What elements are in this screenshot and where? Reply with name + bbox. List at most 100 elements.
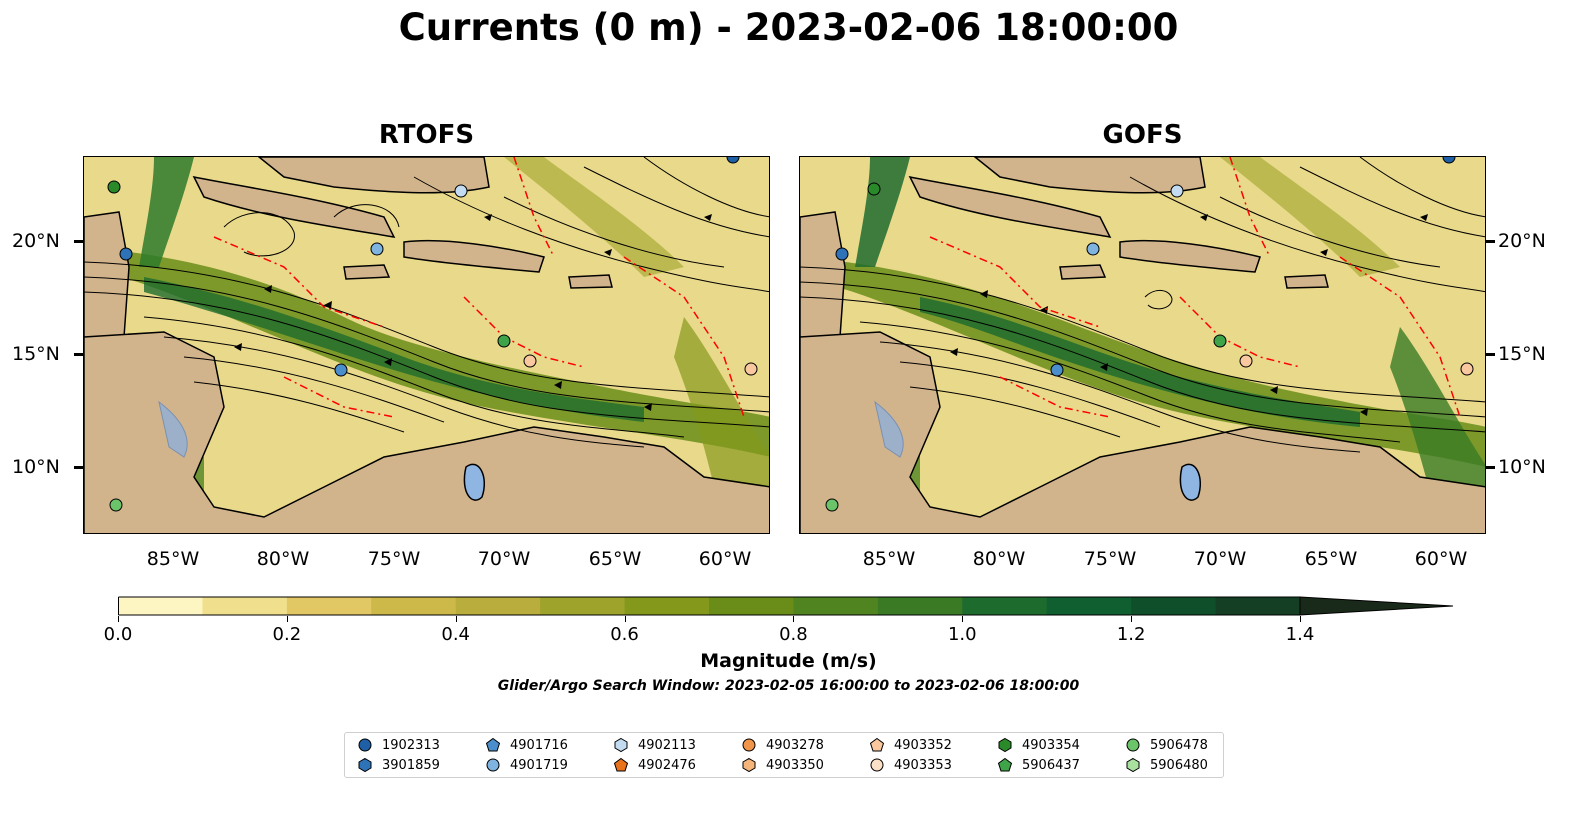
legend-marker-circle-icon <box>358 738 372 752</box>
colorbar-tick-label: 1.0 <box>947 624 977 645</box>
legend-marker-circle-icon <box>1126 738 1140 752</box>
legend-item: 4902476 <box>613 757 696 773</box>
lon-label-75w-left: 75°W <box>367 548 421 570</box>
lat-tick <box>1486 466 1495 469</box>
legend-item: 4903352 <box>869 737 952 753</box>
colorbar-segment <box>877 597 963 615</box>
lat-label-15n-left: 15°N <box>12 343 60 365</box>
legend-item-label: 4901719 <box>510 757 568 773</box>
lon-label-65w-right: 65°W <box>1304 548 1358 570</box>
colorbar-outline <box>118 596 1300 616</box>
legend-item: 4902113 <box>613 737 696 753</box>
legend-marker-pentagon-icon <box>869 737 885 752</box>
colorbar-segment <box>962 597 1048 615</box>
colorbar-tick-label: 1.4 <box>1285 624 1315 645</box>
lat-tick <box>74 240 83 243</box>
colorbar-segment <box>286 597 372 615</box>
colorbar-segment <box>455 597 541 615</box>
colorbar-label: Magnitude (m/s) <box>700 650 877 672</box>
legend-marker-circle-icon <box>742 738 756 752</box>
colorbar-segment <box>371 597 457 615</box>
colorbar-tick <box>624 616 626 622</box>
colorbar-segment <box>1215 597 1301 615</box>
legend-item: 5906437 <box>997 757 1080 773</box>
colorbar-tick-label: 0.8 <box>779 624 808 645</box>
colorbar-gradient <box>118 596 1454 616</box>
legend-item: 4901716 <box>485 737 568 753</box>
map-rtofs[interactable] <box>83 156 770 534</box>
colorbar-tick <box>962 616 964 622</box>
lat-tick <box>1486 353 1495 356</box>
colorbar-segment <box>793 597 879 615</box>
colorbar-segment <box>709 597 794 615</box>
legend-item-label: 3901859 <box>382 757 440 773</box>
colorbar-tick <box>1300 616 1301 622</box>
legend-marker-pentagon-icon <box>997 757 1013 772</box>
colorbar-tick-label: 0.0 <box>103 624 133 645</box>
lon-label-60w-right: 60°W <box>1414 548 1468 570</box>
lon-label-75w-right: 75°W <box>1083 548 1137 570</box>
legend-marker-pentagon-icon <box>485 737 501 752</box>
legend-item-label: 4902476 <box>638 757 696 773</box>
map-gofs[interactable] <box>799 156 1486 534</box>
lat-label-10n-right: 10°N <box>1498 456 1546 478</box>
legend-marker-hexagon-icon <box>614 737 628 753</box>
colorbar-tick <box>455 616 457 622</box>
legend-item: 5906478 <box>1125 737 1208 753</box>
lon-label-85w-left: 85°W <box>146 548 200 570</box>
figure-title: Currents (0 m) - 2023-02-06 18:00:00 <box>398 6 1179 49</box>
legend-item-label: 5906478 <box>1150 737 1208 753</box>
lat-label-20n-left: 20°N <box>12 230 60 252</box>
colorbar-extend-arrow <box>1299 596 1454 616</box>
legend-item-label: 5906480 <box>1150 757 1208 773</box>
legend-item: 4903353 <box>869 757 952 773</box>
legend-marker-hexagon-icon <box>1126 757 1140 773</box>
lat-label-15n-right: 15°N <box>1498 343 1546 365</box>
map-gofs-canvas <box>800 157 1485 533</box>
legend-item: 5906480 <box>1125 757 1208 773</box>
lon-label-85w-right: 85°W <box>862 548 916 570</box>
legend-marker-pentagon-icon <box>613 757 629 772</box>
colorbar-tick-label: 0.4 <box>441 624 471 645</box>
colorbar-segment <box>1131 597 1217 615</box>
legend-item: 4903354 <box>997 737 1080 753</box>
legend-item-label: 4903278 <box>766 737 824 753</box>
legend-item: 3901859 <box>357 757 440 773</box>
legend-item-label: 1902313 <box>382 737 440 753</box>
legend-item-label: 4901716 <box>510 737 568 753</box>
legend-item: 4901719 <box>485 757 568 773</box>
legend-marker-hexagon-icon <box>742 757 756 773</box>
colorbar-segment <box>202 597 288 615</box>
lat-tick <box>74 466 83 469</box>
colorbar-tick-label: 0.6 <box>610 624 639 645</box>
panel-title-rtofs: RTOFS <box>378 120 475 150</box>
colorbar-segment <box>1046 597 1132 615</box>
legend-marker-hexagon-icon <box>998 737 1012 753</box>
colorbar-tick-label: 1.2 <box>1116 624 1146 645</box>
legend-item-label: 5906437 <box>1022 757 1080 773</box>
colorbar-tick <box>1131 616 1133 622</box>
legend-marker-circle-icon <box>486 758 500 772</box>
colorbar-tick <box>286 616 288 622</box>
search-window-subtitle: Glider/Argo Search Window: 2023-02-05 16… <box>497 678 1080 694</box>
legend-item: 4903350 <box>741 757 824 773</box>
lon-label-60w-left: 60°W <box>698 548 752 570</box>
colorbar-tick <box>118 616 119 622</box>
lat-label-10n-left: 10°N <box>12 456 60 478</box>
legend-item-label: 4903350 <box>766 757 824 773</box>
lon-label-80w-right: 80°W <box>972 548 1026 570</box>
lon-label-65w-left: 65°W <box>588 548 642 570</box>
legend-item-label: 4903353 <box>894 757 952 773</box>
colorbar <box>118 596 1454 620</box>
legend-item: 4903278 <box>741 737 824 753</box>
legend-item: 1902313 <box>357 737 440 753</box>
legend-marker-hexagon-icon <box>358 757 372 773</box>
legend-item-label: 4903352 <box>894 737 952 753</box>
lon-label-70w-right: 70°W <box>1193 548 1247 570</box>
colorbar-segment <box>118 597 203 615</box>
lat-label-20n-right: 20°N <box>1498 230 1546 252</box>
lat-tick <box>74 353 83 356</box>
colorbar-segment <box>540 597 626 615</box>
map-rtofs-canvas <box>84 157 769 533</box>
colorbar-tick-label: 0.2 <box>272 624 302 645</box>
